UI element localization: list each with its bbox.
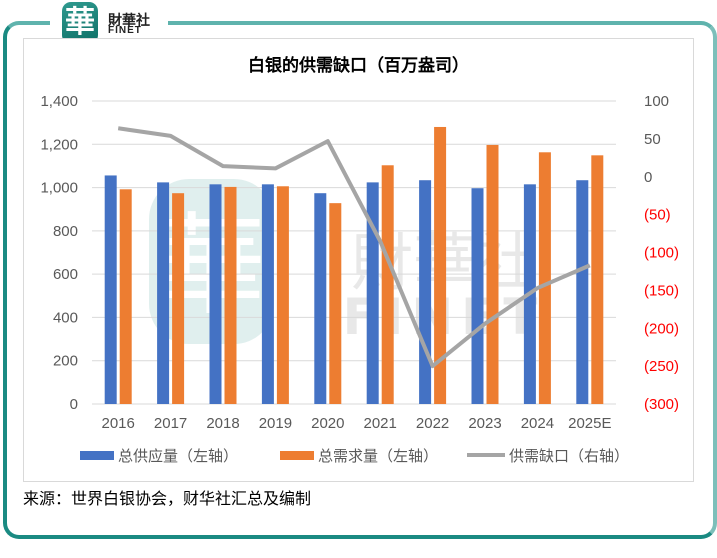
- right-tick-label: (50): [644, 207, 671, 224]
- left-tick-label: 0: [70, 396, 78, 413]
- x-tick-label: 2022: [416, 415, 449, 432]
- left-tick-label: 1,400: [40, 93, 78, 110]
- legend-swatch-demand: [280, 450, 314, 460]
- outer-frame: [3, 21, 717, 539]
- bar-demand: [119, 189, 132, 404]
- bar-supply: [419, 180, 432, 404]
- bars: [104, 126, 604, 404]
- chart-area: 華 財華社 FINET 02004006008001,0001,2001,400…: [23, 38, 694, 482]
- bar-demand: [329, 203, 342, 404]
- bar-supply: [471, 188, 484, 404]
- legend-label-gap: 供需缺口（右轴）: [509, 446, 630, 465]
- left-tick-label: 1,000: [40, 180, 78, 197]
- legend-item-supply[interactable]: 总供应量（左轴）: [80, 444, 238, 466]
- right-tick-label: 50: [644, 131, 661, 148]
- right-tick-label: (200): [644, 320, 679, 337]
- legend: 总供应量（左轴） 总需求量（左轴） 供需缺口（右轴）: [24, 444, 693, 466]
- x-tick-label: 2024: [521, 415, 554, 432]
- left-tick-label: 1,200: [40, 136, 78, 153]
- chart-plot: 華 財華社 FINET 02004006008001,0001,2001,400…: [40, 93, 679, 432]
- bar-supply: [576, 180, 589, 404]
- bar-demand: [276, 186, 289, 404]
- finet-logo-icon: 華: [62, 2, 98, 44]
- x-tick-label: 2019: [259, 415, 292, 432]
- bar-demand: [486, 144, 499, 404]
- bar-supply: [209, 184, 222, 404]
- bar-demand: [172, 193, 185, 404]
- bar-demand: [538, 152, 551, 404]
- bar-supply: [104, 175, 117, 404]
- right-axis-ticks: 100 50 0 (50) (100) (150) (200) (250) (300): [644, 93, 679, 413]
- brand-name-cn: 財華社: [108, 13, 150, 29]
- legend-item-gap[interactable]: 供需缺口（右轴）: [467, 444, 629, 466]
- left-tick-label: 800: [53, 223, 78, 240]
- gap-line-layer: [117, 126, 591, 369]
- right-tick-label: (150): [644, 282, 679, 299]
- right-tick-label: (100): [644, 245, 679, 262]
- gap-line: [117, 126, 591, 369]
- bar-demand: [434, 126, 447, 404]
- left-tick-label: 200: [53, 353, 78, 370]
- source-note: 来源：世界白银协会，财华社汇总及编制: [23, 489, 312, 508]
- bar-supply: [314, 193, 327, 404]
- right-tick-label: 100: [644, 93, 669, 110]
- left-tick-label: 600: [53, 266, 78, 283]
- bar-demand: [591, 155, 604, 404]
- right-tick-label: (300): [644, 396, 679, 413]
- bar-supply: [157, 182, 170, 404]
- legend-swatch-gap: [467, 453, 505, 457]
- x-tick-label: 2023: [468, 415, 501, 432]
- legend-item-demand[interactable]: 总需求量（左轴）: [280, 444, 438, 466]
- chart-title: 白银的供需缺口（百万盎司）: [248, 56, 469, 76]
- x-tick-label: 2021: [364, 415, 397, 432]
- x-tick-label: 2017: [154, 415, 187, 432]
- x-tick-label: 2016: [102, 415, 135, 432]
- legend-label-supply: 总供应量（左轴）: [118, 446, 239, 465]
- x-tick-label: 2025E: [568, 415, 611, 432]
- x-axis-ticks: 2016 2017 2018 2019 2020 2021 2022 2023 2024 2025…: [102, 415, 612, 432]
- left-tick-label: 400: [53, 309, 78, 326]
- bar-demand: [381, 165, 394, 404]
- left-axis-ticks: 0 200 400 600 800 1,000 1,200 1,400: [40, 93, 78, 413]
- x-tick-label: 2018: [206, 415, 239, 432]
- legend-label-demand: 总需求量（左轴）: [318, 446, 439, 465]
- x-tick-label: 2020: [311, 415, 344, 432]
- right-tick-label: (250): [644, 358, 679, 375]
- bar-supply: [366, 182, 379, 404]
- right-tick-label: 0: [644, 169, 652, 186]
- legend-swatch-supply: [80, 450, 114, 460]
- bar-demand: [224, 186, 237, 404]
- bar-supply: [261, 184, 274, 404]
- brand-name-en: FINET: [108, 25, 142, 36]
